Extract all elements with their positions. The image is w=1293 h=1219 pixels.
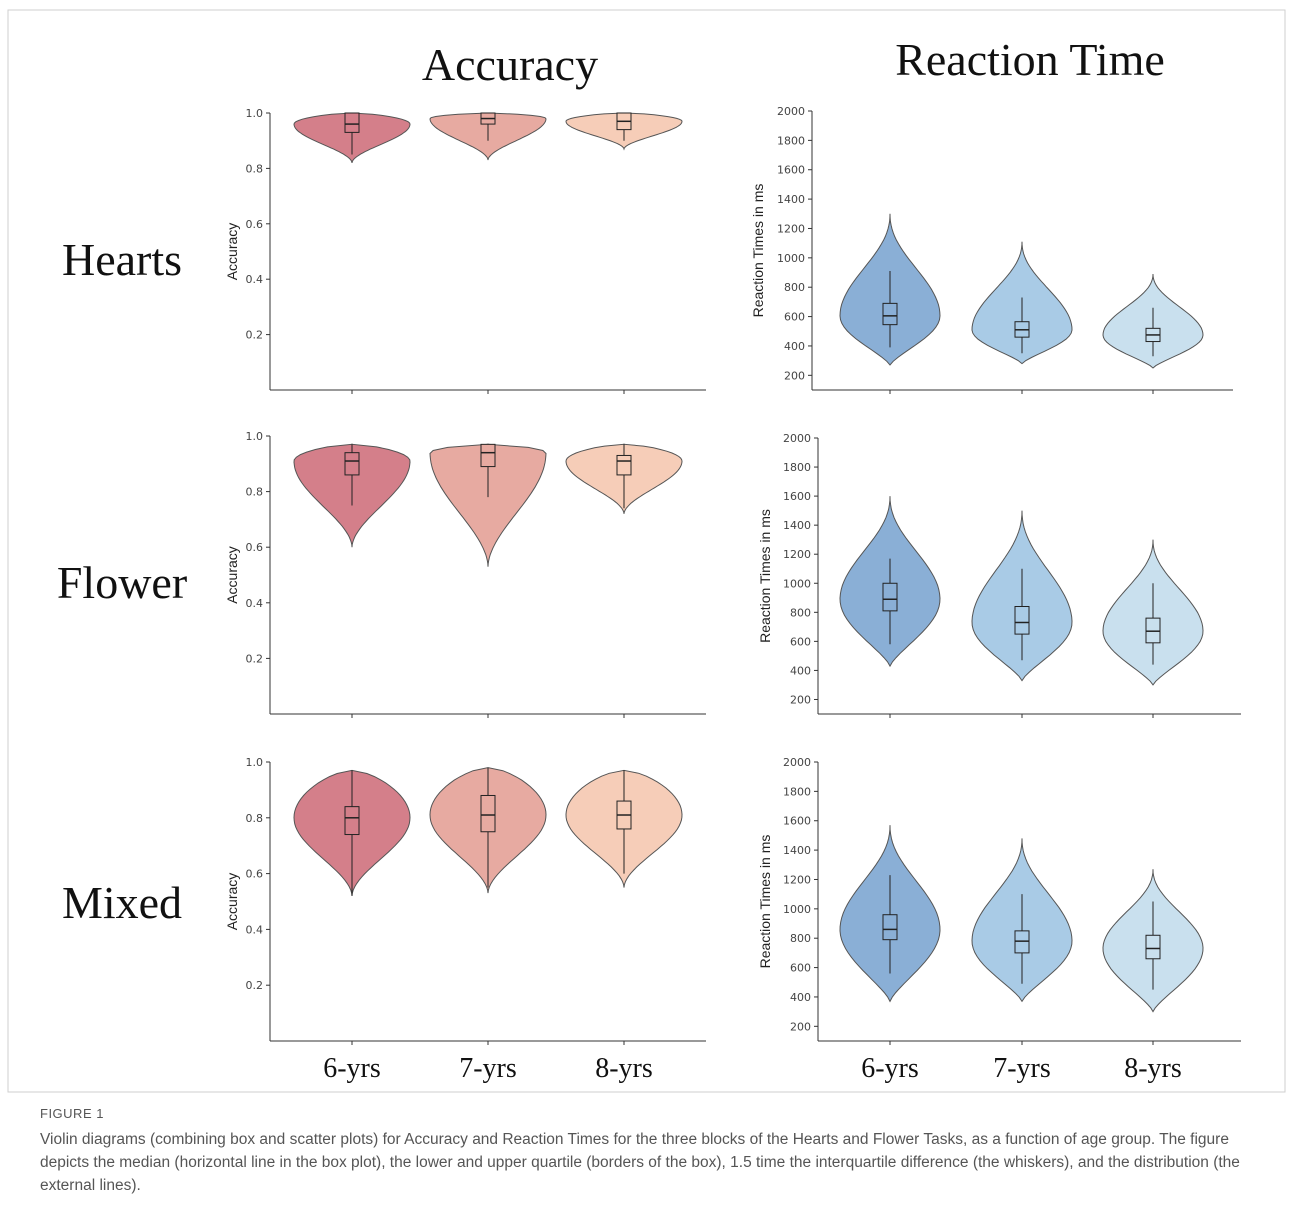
y-tick-label: 1800 xyxy=(777,134,805,147)
column-title-reaction-time: Reaction Time xyxy=(895,34,1165,85)
x-group-label-rt-6-yrs: 6-yrs xyxy=(861,1053,919,1084)
y-tick-label: 1000 xyxy=(777,252,805,265)
violin-figure: Accuracy Reaction Time Hearts Flower Mixed 6-… xyxy=(7,9,1286,1093)
y-tick-label: 2000 xyxy=(783,756,811,769)
y-tick-label: 1600 xyxy=(783,490,811,503)
y-tick-label: 1400 xyxy=(777,193,805,206)
y-tick-label: 0.4 xyxy=(246,923,264,936)
panel-hearts-accuracy: 0.2 0.4 0.6 0.8 1.0 Accuracy xyxy=(224,107,706,394)
y-tick-label: 0.2 xyxy=(246,979,264,992)
y-tick-label: 1200 xyxy=(777,222,805,235)
y-axis-label: Reaction Times in ms xyxy=(757,509,773,643)
violin-7-yrs xyxy=(429,443,547,567)
box-6-yrs xyxy=(882,302,898,326)
y-tick-label: 200 xyxy=(790,693,811,706)
y-tick-label: 2000 xyxy=(783,432,811,445)
box-6-yrs xyxy=(882,582,898,612)
y-tick-label: 200 xyxy=(790,1020,811,1033)
y-tick-label: 800 xyxy=(790,606,811,619)
y-tick-label: 1600 xyxy=(777,164,805,177)
y-tick-label: 1000 xyxy=(783,903,811,916)
panel-mixed-reaction-time: 200 400 600 800 1000 1200 1400 1600 1800 2000 Reac… xyxy=(757,756,1241,1045)
y-tick-label: 1400 xyxy=(783,519,811,532)
y-tick-label: 400 xyxy=(790,664,811,677)
y-tick-label: 0.8 xyxy=(246,486,264,499)
y-tick-label: 400 xyxy=(784,340,805,353)
row-title-mixed: Mixed xyxy=(62,877,182,928)
y-tick-label: 1200 xyxy=(783,873,811,886)
box-7-yrs xyxy=(1014,606,1030,635)
panel-flower-reaction-time: 200 400 600 800 1000 1200 1400 1600 1800 2000 Reac… xyxy=(757,432,1241,718)
y-axis-label: Accuracy xyxy=(224,546,240,604)
y-tick-label: 1.0 xyxy=(246,107,264,120)
box-6-yrs xyxy=(344,806,360,836)
x-group-label-accuracy-6-yrs: 6-yrs xyxy=(323,1053,381,1084)
y-tick-label: 0.8 xyxy=(246,162,264,175)
x-group-label-accuracy-7-yrs: 7-yrs xyxy=(459,1053,517,1084)
box-7-yrs xyxy=(480,794,496,833)
y-axis-label: Reaction Times in ms xyxy=(757,835,773,969)
y-tick-label: 200 xyxy=(784,369,805,382)
column-title-accuracy: Accuracy xyxy=(422,39,598,90)
y-tick-label: 0.6 xyxy=(246,868,264,881)
y-axis-label: Accuracy xyxy=(224,223,240,281)
y-tick-label: 2000 xyxy=(777,105,805,118)
y-tick-label: 0.6 xyxy=(246,541,264,554)
x-group-label-accuracy-8-yrs: 8-yrs xyxy=(595,1053,653,1084)
panel-hearts-reaction-time: 200 400 600 800 1000 1200 1400 1600 1800 2000 Reac… xyxy=(750,105,1233,394)
y-tick-label: 400 xyxy=(790,991,811,1004)
box-7-yrs xyxy=(480,443,496,468)
y-tick-label: 1000 xyxy=(783,577,811,590)
y-tick-label: 1400 xyxy=(783,844,811,857)
box-6-yrs xyxy=(882,914,898,941)
x-group-label-rt-8-yrs: 8-yrs xyxy=(1124,1053,1182,1084)
y-tick-label: 600 xyxy=(790,635,811,648)
y-tick-label: 0.6 xyxy=(246,218,264,231)
y-tick-label: 800 xyxy=(790,932,811,945)
box-6-yrs xyxy=(344,452,360,476)
figure-caption-label: FIGURE 1 xyxy=(40,1106,104,1121)
row-title-hearts: Hearts xyxy=(62,234,182,285)
y-tick-label: 1200 xyxy=(783,548,811,561)
box-8-yrs xyxy=(1145,934,1161,960)
y-tick-label: 1.0 xyxy=(246,430,264,443)
y-tick-label: 600 xyxy=(784,311,805,324)
panel-mixed-accuracy: 0.2 0.4 0.6 0.8 1.0 Accuracy xyxy=(224,756,706,1045)
y-tick-label: 0.4 xyxy=(246,597,264,610)
box-6-yrs xyxy=(344,112,360,133)
y-tick-label: 1800 xyxy=(783,785,811,798)
figure-border xyxy=(7,9,1286,1093)
y-tick-label: 1.0 xyxy=(246,756,264,769)
box-8-yrs xyxy=(616,454,632,476)
y-tick-label: 0.4 xyxy=(246,273,264,286)
y-tick-label: 1800 xyxy=(783,461,811,474)
y-tick-label: 800 xyxy=(784,281,805,294)
y-tick-label: 0.2 xyxy=(246,652,264,665)
y-tick-label: 0.8 xyxy=(246,812,264,825)
y-tick-label: 1600 xyxy=(783,815,811,828)
panel-flower-accuracy: 0.2 0.4 0.6 0.8 1.0 Accuracy xyxy=(224,430,706,718)
y-tick-label: 0.2 xyxy=(246,329,264,342)
y-tick-label: 600 xyxy=(790,962,811,975)
row-title-flower: Flower xyxy=(57,557,187,608)
y-axis-label: Reaction Times in ms xyxy=(750,184,766,318)
x-group-label-rt-7-yrs: 7-yrs xyxy=(993,1053,1051,1084)
y-axis-label: Accuracy xyxy=(224,873,240,931)
figure-caption-text: Violin diagrams (combining box and scatt… xyxy=(40,1131,1240,1194)
